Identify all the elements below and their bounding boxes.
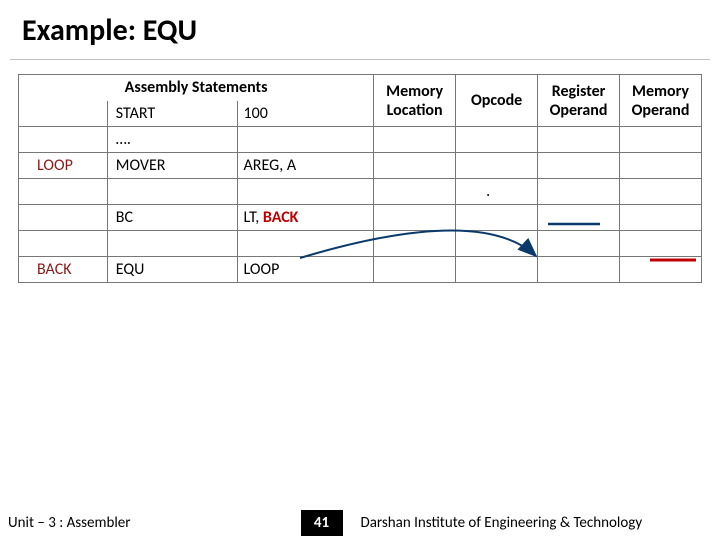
cell-empty (237, 231, 374, 257)
footer-institute: Darshan Institute of Engineering & Techn… (361, 514, 720, 532)
cell-loop-ops: AREG, A (237, 153, 374, 179)
cell-empty (538, 257, 620, 283)
cell-empty (19, 231, 108, 257)
cell-loop-label: LOOP (19, 153, 108, 179)
cell-bc-mnem: BC (107, 205, 237, 231)
cell-empty (538, 153, 620, 179)
bc-back: BACK (263, 208, 299, 227)
cell-back-mnem: EQU (107, 257, 237, 283)
cell-empty (374, 231, 456, 257)
cell-empty (620, 257, 702, 283)
cell-empty (19, 205, 108, 231)
cell-mid-dot: . (456, 179, 538, 205)
cell-empty (19, 179, 108, 205)
cell-empty (19, 101, 108, 127)
cell-back-label: BACK (19, 257, 108, 283)
cell-empty (456, 205, 538, 231)
cell-empty (107, 231, 237, 257)
cell-empty (538, 179, 620, 205)
cell-empty (456, 153, 538, 179)
footer-unit: Unit – 3 : Assembler (0, 514, 131, 532)
cell-empty (374, 257, 456, 283)
cell-empty (538, 127, 620, 153)
cell-empty (620, 127, 702, 153)
footer-page-number: 41 (301, 510, 343, 536)
cell-start-mnem: START (107, 101, 237, 127)
header-memloc: Memory Location (374, 75, 456, 127)
cell-empty (456, 257, 538, 283)
cell-empty (237, 179, 374, 205)
header-opcode: Opcode (456, 75, 538, 127)
cell-empty (456, 231, 538, 257)
cell-loop-mnem: MOVER (107, 153, 237, 179)
equ-table: Assembly Statements Memory Location Opco… (18, 74, 702, 283)
footer: Unit – 3 : Assembler 41 Darshan Institut… (0, 506, 720, 540)
cell-empty (620, 205, 702, 231)
bc-lt: LT, (244, 208, 263, 227)
cell-empty (374, 205, 456, 231)
cell-dots: …. (107, 127, 237, 153)
cell-empty (538, 205, 620, 231)
cell-empty (237, 127, 374, 153)
cell-empty (374, 153, 456, 179)
header-regop: Register Operand (538, 75, 620, 127)
slide-title: Example: EQU (0, 0, 720, 59)
cell-empty (620, 153, 702, 179)
header-memop: Memory Operand (620, 75, 702, 127)
cell-empty (620, 231, 702, 257)
cell-empty (19, 127, 108, 153)
cell-empty (538, 231, 620, 257)
cell-start-op: 100 (237, 101, 374, 127)
cell-bc-ops: LT, BACK (237, 205, 374, 231)
content-area: Assembly Statements Memory Location Opco… (0, 60, 720, 283)
cell-empty (620, 179, 702, 205)
cell-empty (107, 179, 237, 205)
header-assembly: Assembly Statements (19, 75, 374, 101)
cell-empty (374, 179, 456, 205)
cell-empty (374, 127, 456, 153)
cell-empty (456, 127, 538, 153)
cell-back-op: LOOP (237, 257, 374, 283)
